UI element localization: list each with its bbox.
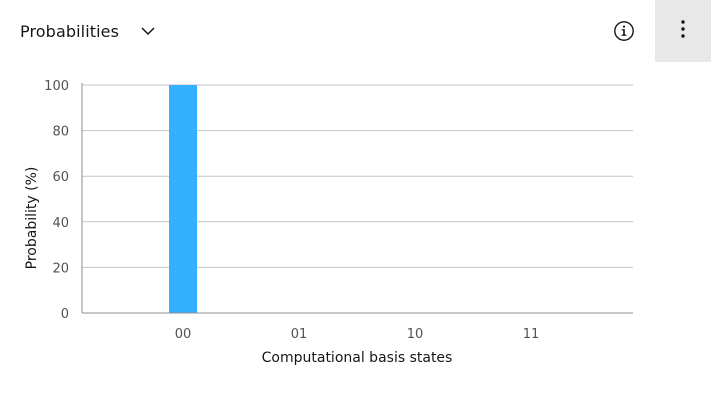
chart-bars [169,85,197,313]
y-tick-label: 20 [52,261,69,276]
x-axis-ticks: 00 01 10 11 [175,327,540,342]
x-tick-label: 00 [175,327,192,342]
chart-axes [81,83,633,314]
x-tick-label: 01 [291,327,308,342]
y-tick-label: 60 [52,170,69,185]
y-tick-label: 80 [52,125,69,140]
chevron-down-icon [141,24,155,38]
chart-gridlines [82,84,633,268]
y-tick-label: 40 [52,216,69,231]
probability-bar-chart: 0 20 40 60 80 100 00 01 10 11 Computational basi… [24,79,633,366]
bar-00 [169,85,197,313]
x-tick-label: 11 [523,327,540,342]
overflow-menu-vertical-icon [680,18,686,44]
information-icon[interactable] [612,19,636,43]
chart-header: Probabilities [0,0,711,62]
y-tick-label: 100 [44,79,69,94]
view-selector-dropdown[interactable]: Probabilities [20,14,155,48]
x-axis-label: Computational basis states [262,350,453,366]
x-tick-label: 10 [407,327,424,342]
y-axis-ticks: 0 20 40 60 80 100 [44,79,69,322]
y-axis-label: Probability (%) [24,167,40,270]
overflow-menu-button[interactable] [655,0,711,62]
view-selector-label: Probabilities [20,21,120,41]
y-tick-label: 0 [61,307,69,322]
